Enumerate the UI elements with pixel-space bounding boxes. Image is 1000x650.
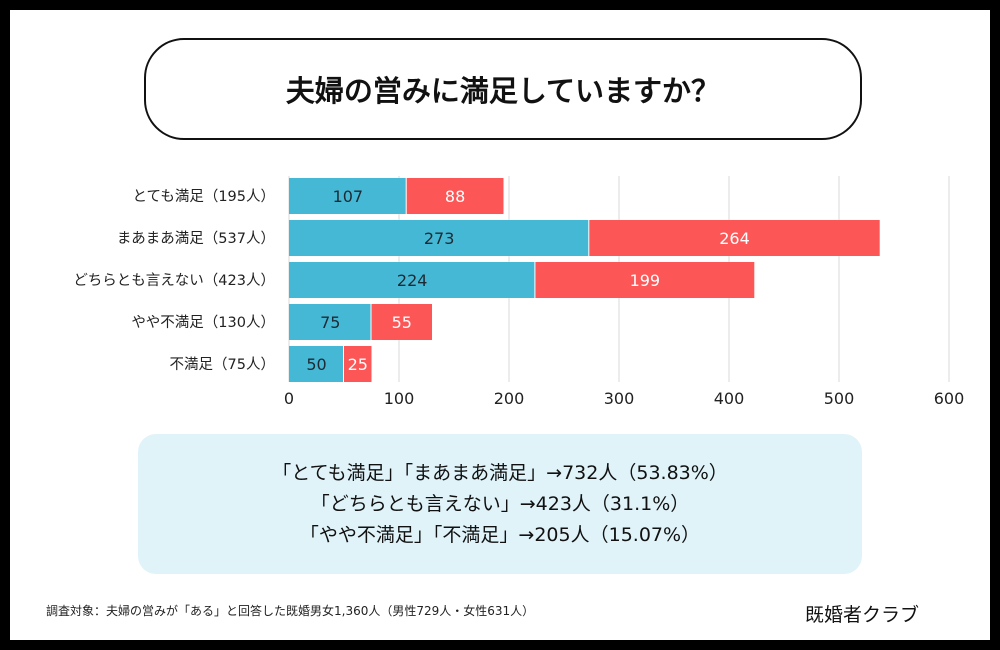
data-label: 199 [630,271,661,290]
chart-title: 夫婦の営みに満足していますか？ [144,38,862,140]
bar-segment [344,346,372,382]
data-label: 273 [424,229,455,248]
summary-box: 「とても満足」「まあまあ満足」→732人（53.83%） 「どちらとも言えない」… [138,434,862,574]
x-tick-label: 300 [604,389,635,408]
x-tick-label: 600 [934,389,965,408]
x-tick-label: 400 [714,389,745,408]
data-label: 107 [333,187,364,206]
bar-segment [371,304,432,340]
category-label: まあまあ満足（537人） [117,230,275,247]
data-label: 224 [397,271,428,290]
summary-line-neutral: 「どちらとも言えない」→423人（31.1%） [310,492,690,515]
data-label: 264 [719,229,750,248]
bar-segment [535,262,755,298]
brand-label: 既婚者クラブ [805,604,920,626]
summary-line-unsatisfied: 「やや不満足」「不満足」→205人（15.07%） [299,523,701,546]
data-label: 55 [392,313,412,332]
x-tick-label: 0 [284,389,294,408]
bar-segment [406,178,504,214]
survey-footnote: 調査対象：夫婦の営みが「ある」と回答した既婚男女1,360人（男性729人・女性… [46,604,535,618]
bar-segment [589,220,880,256]
category-label: どちらとも言えない（423人） [73,272,275,289]
data-label: 25 [348,355,368,374]
bar-segment [289,346,343,382]
summary-line-satisfied: 「とても満足」「まあまあ満足」→732人（53.83%） [272,461,728,484]
x-tick-label: 200 [494,389,525,408]
bar-segment [289,304,371,340]
bar-segment [289,220,589,256]
infographic-frame: 夫婦の営みに満足していますか？ 0 100 200 300 400 500 600 とても満足… [10,10,990,640]
data-label: 75 [320,313,340,332]
category-label: 不満足（75人） [170,356,275,373]
bar-segment [289,262,535,298]
data-label: 50 [306,355,326,374]
x-tick-label: 500 [824,389,855,408]
category-label: やや不満足（130人） [131,314,275,331]
x-tick-label: 100 [384,389,415,408]
stacked-bar-chart: 0 100 200 300 400 500 600 とても満足（195人） 107 88 まあまあ満… [73,176,965,408]
category-label: とても満足（195人） [132,188,275,205]
bar-segment [289,178,406,214]
data-label: 88 [445,187,465,206]
